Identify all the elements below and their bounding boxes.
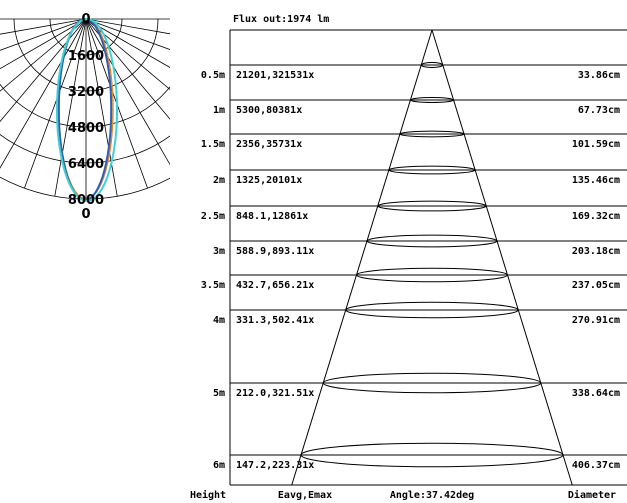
polar-spoke: [85, 18, 170, 68]
cone-beam-ellipse: [300, 442, 564, 468]
row-illuminance-label: 331.3,502.41x: [236, 315, 314, 326]
cone-rows: 0.5m 21201,321531x 33.86cm 1m 5300,80381x 67.…: [201, 70, 620, 471]
polar-curve-cyan: [55, 18, 119, 203]
row-diameter-label: 237.05cm: [572, 280, 620, 291]
polar-spoke: [85, 18, 170, 35]
row-height-label: 3m: [213, 246, 225, 257]
row-height-label: 5m: [213, 388, 225, 399]
row-illuminance-label: 147.2,223.31x: [236, 460, 314, 471]
polar-spoke: [85, 18, 170, 91]
row-diameter-label: 406.37cm: [572, 460, 620, 471]
row-diameter-label: 338.64cm: [572, 388, 620, 399]
row-height-label: 0.5m: [201, 70, 225, 81]
row-diameter-label: 270.91cm: [572, 315, 620, 326]
polar-ring-label: 1600: [68, 49, 104, 64]
row-illuminance-label: 21201,321531x: [236, 70, 314, 81]
polar-spoke: [0, 18, 87, 51]
polar-spoke: [54, 18, 87, 197]
polar-spoke: [85, 18, 170, 50]
row-height-label: 4m: [213, 315, 225, 326]
cone-beam-ellipse: [388, 165, 476, 175]
polar-spoke: [0, 18, 87, 35]
cone-beam-ellipse: [409, 97, 455, 103]
polar-ring-label: 4800: [68, 121, 104, 136]
row-height-label: 3.5m: [201, 280, 225, 291]
cone-left-edge: [291, 29, 433, 486]
polar-spoke: [0, 18, 87, 70]
polar-curves: [55, 18, 119, 203]
row-height-label: 2m: [213, 175, 225, 186]
row-illuminance-label: 212.0,321.51x: [236, 388, 314, 399]
polar-ring-label: 8000: [68, 193, 104, 208]
row-diameter-label: 67.73cm: [578, 105, 620, 116]
row-illuminance-label: 432.7,656.21x: [236, 280, 314, 291]
row-diameter-label: 203.18cm: [572, 246, 620, 257]
row-diameter-label: 169.32cm: [572, 211, 620, 222]
row-illuminance-label: 1325,20101x: [236, 175, 302, 186]
footer-height: Height: [190, 489, 226, 501]
cone-beam-ellipse: [377, 200, 487, 212]
polar-spoke: [85, 18, 170, 120]
polar-spoke: [85, 18, 170, 166]
polar-spoke: [0, 18, 87, 169]
cone-footer: Height Eavg,Emax Angle:37.42deg Diameter: [190, 489, 616, 501]
row-illuminance-label: 588.9,893.11x: [236, 246, 314, 257]
cone-beam-ellipse: [345, 301, 519, 319]
cone-right-edge: [431, 29, 573, 486]
footer-angle: Angle:37.42deg: [390, 490, 474, 501]
flux-label: Flux out:1974 lm: [233, 14, 329, 25]
cone-lines: [229, 29, 627, 486]
polar-grid: [0, 18, 170, 200]
row-illuminance-label: 848.1,12861x: [236, 211, 308, 222]
row-height-label: 2.5m: [201, 211, 225, 222]
cone-beam-ellipse: [399, 130, 465, 138]
footer-eavg: Eavg,Emax: [278, 490, 332, 501]
polar-spoke: [0, 18, 87, 92]
row-height-label: 1.5m: [201, 139, 225, 150]
polar-spoke: [24, 18, 87, 189]
row-diameter-label: 101.59cm: [572, 139, 620, 150]
polar-ring: [0, 176, 170, 200]
row-height-label: 1m: [213, 105, 225, 116]
footer-diameter: Diameter: [568, 489, 616, 501]
row-diameter-label: 135.46cm: [572, 175, 620, 186]
polar-bottom-label: 0: [81, 207, 90, 222]
row-diameter-label: 33.86cm: [578, 70, 620, 81]
polar-spoke: [85, 18, 118, 197]
cone-beam-ellipse: [420, 62, 444, 68]
row-illuminance-label: 2356,35731x: [236, 139, 302, 150]
polar-ring-label: 6400: [68, 157, 104, 172]
cone-beam-ellipse: [355, 267, 509, 283]
row-height-label: 6m: [213, 460, 225, 471]
polar-top-label: 0: [81, 12, 90, 27]
cone-beam-ellipse: [366, 234, 498, 248]
row-illuminance-label: 5300,80381x: [236, 105, 302, 116]
polar-ring: [0, 83, 170, 128]
cone-beam-ellipse: [322, 372, 542, 394]
polar-ring-label: 3200: [68, 85, 104, 100]
